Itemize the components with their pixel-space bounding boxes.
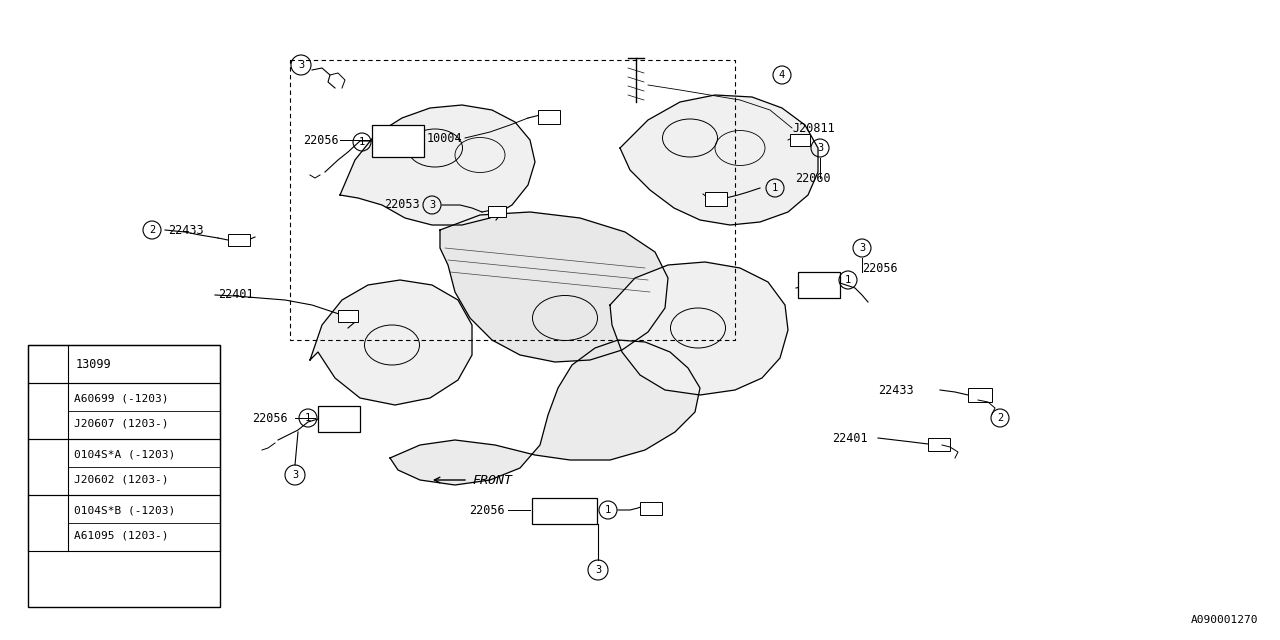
Polygon shape (310, 280, 472, 405)
Text: 22401: 22401 (832, 431, 868, 445)
Bar (28, 383, 220, 439)
Bar (28, 345, 220, 607)
Text: FRONT: FRONT (472, 474, 512, 486)
Bar (928, 438, 950, 451)
Bar (705, 192, 727, 206)
Text: 3: 3 (45, 462, 51, 472)
Bar (317, 406, 360, 432)
Text: 1: 1 (605, 505, 611, 515)
Text: 22056: 22056 (861, 262, 897, 275)
Text: 2: 2 (45, 406, 51, 416)
Text: A60699 (-1203): A60699 (-1203) (74, 393, 169, 403)
Text: 22433: 22433 (168, 223, 204, 237)
Text: 3: 3 (298, 60, 305, 70)
Text: 22056: 22056 (470, 504, 506, 516)
Text: 4: 4 (45, 518, 51, 528)
Text: 1: 1 (305, 413, 311, 423)
Text: A090001270: A090001270 (1190, 615, 1258, 625)
Text: J20607 (1203-): J20607 (1203-) (74, 419, 169, 429)
Text: 1: 1 (358, 137, 365, 147)
Text: 3: 3 (859, 243, 865, 253)
Text: 0104S*B (-1203): 0104S*B (-1203) (74, 505, 175, 515)
Bar (28, 439, 220, 495)
Text: 3: 3 (817, 143, 823, 153)
Text: 22053: 22053 (384, 198, 420, 211)
Polygon shape (620, 95, 818, 225)
Text: J20811: J20811 (792, 122, 835, 134)
Bar (28, 495, 220, 551)
Text: 3: 3 (595, 565, 602, 575)
Text: 0104S*A (-1203): 0104S*A (-1203) (74, 449, 175, 459)
Text: 1: 1 (772, 183, 778, 193)
Bar (488, 206, 506, 217)
Text: 22056: 22056 (252, 412, 288, 424)
Bar (228, 234, 250, 246)
Polygon shape (440, 212, 668, 362)
Polygon shape (340, 105, 535, 225)
Text: J20602 (1203-): J20602 (1203-) (74, 475, 169, 485)
Polygon shape (390, 340, 700, 485)
Bar (640, 502, 662, 515)
Text: 22433: 22433 (878, 383, 914, 397)
Text: 1: 1 (845, 275, 851, 285)
Bar (968, 388, 992, 402)
Text: 3: 3 (292, 470, 298, 480)
Text: 10004: 10004 (426, 131, 462, 145)
Text: 1: 1 (45, 359, 51, 369)
Text: 2: 2 (997, 413, 1004, 423)
Bar (538, 110, 561, 124)
Bar (28, 345, 220, 383)
Bar (797, 272, 840, 298)
Bar (790, 134, 810, 146)
Text: 3: 3 (429, 200, 435, 210)
Text: 22056: 22056 (303, 134, 339, 147)
Text: 13099: 13099 (76, 358, 111, 371)
Bar (372, 125, 424, 157)
Bar (532, 498, 596, 524)
Text: A61095 (1203-): A61095 (1203-) (74, 531, 169, 541)
Text: 22060: 22060 (795, 172, 831, 184)
Bar (338, 310, 358, 322)
Text: 22401: 22401 (218, 289, 253, 301)
Text: 4: 4 (778, 70, 785, 80)
Text: 2: 2 (148, 225, 155, 235)
Polygon shape (611, 262, 788, 395)
